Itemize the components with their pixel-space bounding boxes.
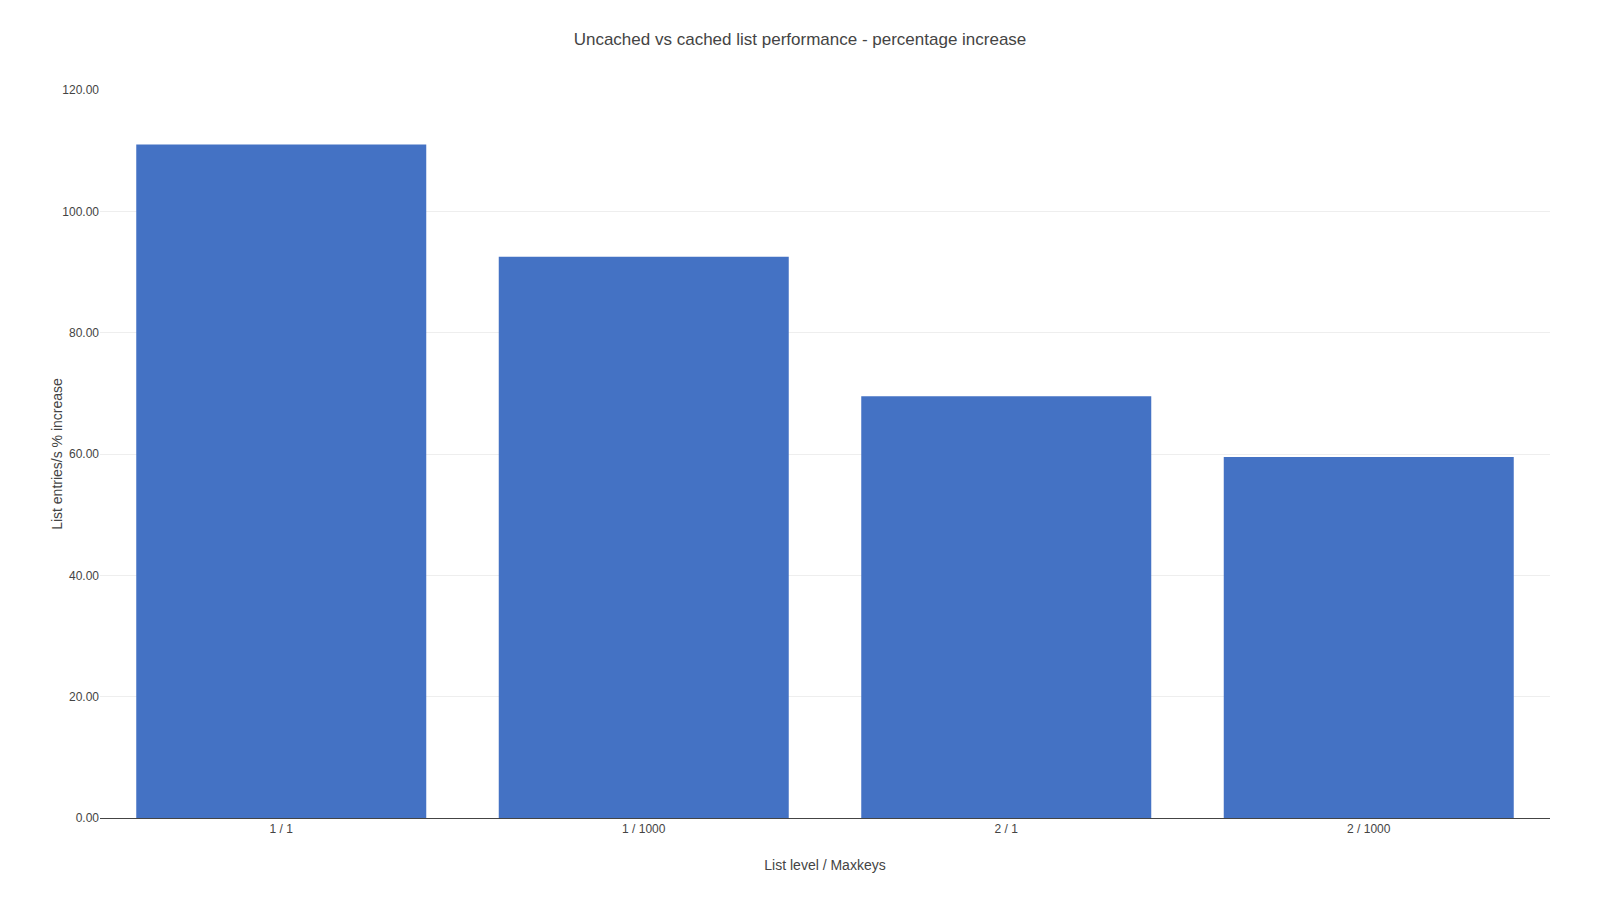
svg-text:2 / 1: 2 / 1: [995, 822, 1019, 836]
svg-text:40.00: 40.00: [69, 569, 99, 583]
svg-text:List level / Maxkeys: List level / Maxkeys: [764, 857, 885, 873]
svg-text:List entries/s % increase: List entries/s % increase: [49, 378, 65, 530]
svg-text:20.00: 20.00: [69, 690, 99, 704]
svg-text:100.00: 100.00: [62, 205, 99, 219]
svg-text:80.00: 80.00: [69, 326, 99, 340]
svg-text:1 / 1: 1 / 1: [270, 822, 294, 836]
svg-text:0.00: 0.00: [76, 811, 100, 825]
svg-text:1 / 1000: 1 / 1000: [622, 822, 666, 836]
svg-text:Uncached vs cached list perfor: Uncached vs cached list performance - pe…: [574, 30, 1027, 49]
svg-text:2 / 1000: 2 / 1000: [1347, 822, 1391, 836]
svg-text:60.00: 60.00: [69, 447, 99, 461]
svg-text:120.00: 120.00: [62, 83, 99, 97]
